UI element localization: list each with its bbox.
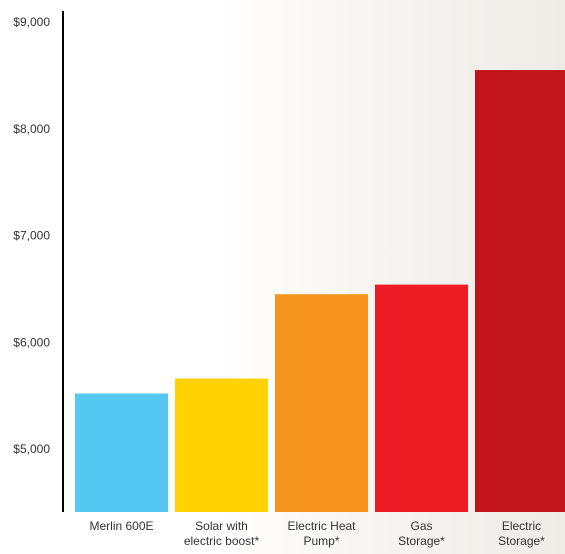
x-category-label: Electric Storage* — [498, 519, 545, 548]
bar — [275, 294, 368, 512]
x-category-label-line: Solar with — [195, 519, 248, 533]
bars — [75, 70, 565, 512]
x-category-label: Merlin 600E — [89, 519, 153, 533]
y-tick-label: $9,000 — [13, 15, 50, 29]
x-category-label-line: electric boost* — [184, 534, 260, 548]
x-axis-category-labels: Merlin 600E Solar with electric boost* Elec… — [89, 519, 545, 548]
bar — [475, 70, 565, 512]
x-category-label-line: Gas — [410, 519, 432, 533]
x-category-label-line: Storage* — [398, 534, 445, 548]
x-category-label: Electric Heat Pump* — [287, 519, 356, 548]
x-category-label: Solar with electric boost* — [184, 519, 260, 548]
x-category-label-line: Electric Heat — [287, 519, 356, 533]
bar — [75, 393, 168, 512]
x-category-label: Gas Storage* — [398, 519, 445, 548]
x-category-label-line: Storage* — [498, 534, 545, 548]
bar — [175, 378, 268, 512]
x-category-label-line: Pump* — [303, 534, 339, 548]
x-category-label-line: Merlin 600E — [89, 519, 153, 533]
y-tick-label: $5,000 — [13, 442, 50, 456]
y-tick-label: $6,000 — [13, 335, 50, 349]
x-category-label-line: Electric — [502, 519, 541, 533]
y-tick-label: $8,000 — [13, 122, 50, 136]
bar — [375, 284, 468, 512]
y-axis-tick-labels: $5,000 $6,000 $7,000 $8,000 $9,000 — [13, 15, 50, 456]
y-tick-label: $7,000 — [13, 229, 50, 243]
